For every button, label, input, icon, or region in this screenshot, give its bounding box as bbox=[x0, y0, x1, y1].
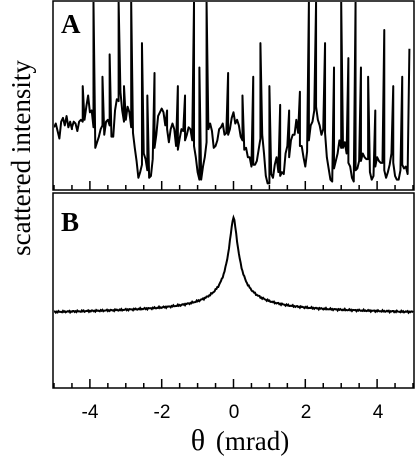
x-tick-label-0: 0 bbox=[229, 402, 240, 423]
panel-a-series-line bbox=[54, 2, 411, 185]
x-axis-symbol: θ bbox=[191, 424, 205, 457]
x-tick-label-4: 4 bbox=[373, 402, 384, 423]
panel-b-series-line bbox=[53, 214, 414, 315]
x-axis-label: θ (mrad) bbox=[191, 424, 290, 457]
x-tick-label-neg2: -2 bbox=[154, 402, 171, 423]
panel-b-plot bbox=[53, 214, 414, 315]
panel-a-plot bbox=[54, 2, 411, 185]
panel-a-label: A bbox=[61, 9, 81, 39]
x-tick-label-2: 2 bbox=[301, 402, 312, 423]
x-axis-ticks bbox=[53, 181, 414, 388]
panel-b-frame bbox=[52, 192, 415, 389]
y-axis-label: scattered intensity bbox=[6, 60, 36, 256]
x-tick-label-neg4: -4 bbox=[82, 402, 99, 423]
x-tick-labels: -4 -2 0 2 4 bbox=[82, 402, 384, 423]
x-axis-unit: (mrad) bbox=[216, 426, 289, 456]
panel-b-label: B bbox=[61, 207, 79, 237]
